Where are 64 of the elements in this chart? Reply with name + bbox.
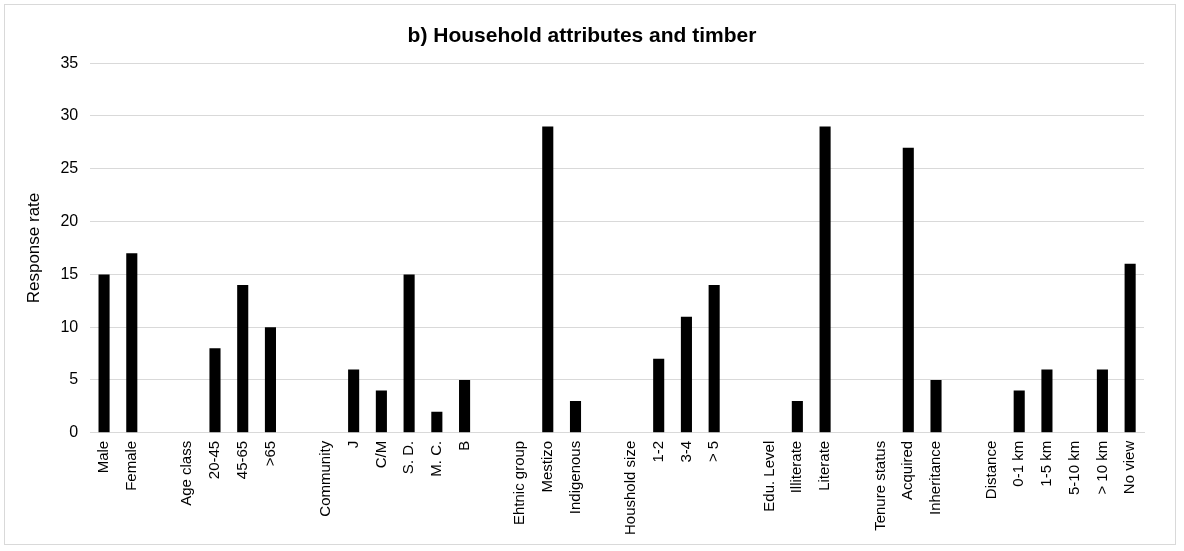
x-tick-label: B	[454, 440, 472, 451]
y-tick-label: 10	[60, 317, 79, 335]
x-tick-label: J	[343, 440, 361, 449]
bar	[126, 253, 138, 433]
bar	[708, 284, 720, 433]
x-tick-label: 5-10 km	[1064, 440, 1082, 495]
bar	[431, 411, 443, 433]
x-tick-label: S. D.	[399, 440, 417, 475]
bar	[791, 401, 803, 433]
bar	[459, 379, 471, 433]
x-tick-label: Edu. Level	[759, 440, 777, 512]
x-tick-label: >65	[260, 440, 278, 467]
bar	[819, 126, 831, 433]
x-tick-label: 1-2	[648, 440, 666, 463]
y-tick-label: 0	[69, 423, 79, 441]
x-tick-label: Inheritance	[926, 440, 944, 515]
bar	[680, 316, 692, 433]
bar	[403, 274, 415, 433]
bar	[264, 327, 276, 433]
y-axis-title: Response rate	[23, 192, 43, 304]
y-tick-label: 15	[60, 264, 79, 282]
x-tick-label: 1-5 km	[1037, 440, 1055, 487]
y-tick-label: 5	[69, 370, 79, 388]
x-tick-label: Mestizo	[537, 440, 555, 493]
bar	[375, 390, 387, 433]
x-tick-label: M. C.	[426, 440, 444, 477]
x-tick-label: 45-65	[232, 440, 250, 480]
x-tick-label: 0-1 km	[1009, 440, 1027, 487]
bar	[902, 147, 914, 433]
x-tick-label: Tenure status	[870, 440, 888, 531]
x-tick-label: Community	[316, 440, 334, 517]
bar	[569, 401, 582, 433]
x-tick-label: Ehtnic group	[510, 440, 528, 526]
x-tick-label: Female	[121, 440, 139, 491]
bar	[930, 379, 942, 433]
bar	[98, 274, 110, 433]
y-tick-label: 20	[60, 212, 79, 229]
x-tick-label: No view	[1120, 440, 1138, 495]
x-tick-label: C/M	[371, 440, 389, 469]
bar	[1041, 369, 1053, 433]
bar	[209, 348, 221, 433]
bar	[1013, 390, 1025, 433]
x-tick-label: Distance	[981, 440, 999, 500]
bar	[237, 284, 249, 433]
x-tick-label: 3-4	[676, 440, 694, 463]
x-tick-label: 20-45	[205, 440, 223, 480]
bar	[1124, 263, 1136, 433]
y-tick-label: 30	[60, 106, 79, 124]
bar	[542, 126, 554, 433]
x-tick-label: Indigenous	[565, 440, 583, 515]
x-tick-label: Houshold size	[621, 440, 639, 535]
x-tick-label: > 5	[704, 440, 722, 463]
y-tick-label: 25	[60, 159, 79, 177]
x-tick-label: Illiterate	[787, 440, 805, 494]
x-tick-label: Male	[94, 440, 112, 474]
y-tick-label: 35	[60, 53, 79, 71]
x-tick-label: > 10 km	[1092, 440, 1110, 495]
chart-title: b) Household attributes and timber	[407, 23, 757, 47]
bar	[348, 369, 360, 433]
bar	[1096, 369, 1108, 433]
x-tick-label: Literate	[815, 440, 833, 491]
x-tick-label: Age class	[177, 440, 195, 506]
bar	[653, 358, 665, 433]
x-tick-label: Acquired	[898, 440, 916, 500]
